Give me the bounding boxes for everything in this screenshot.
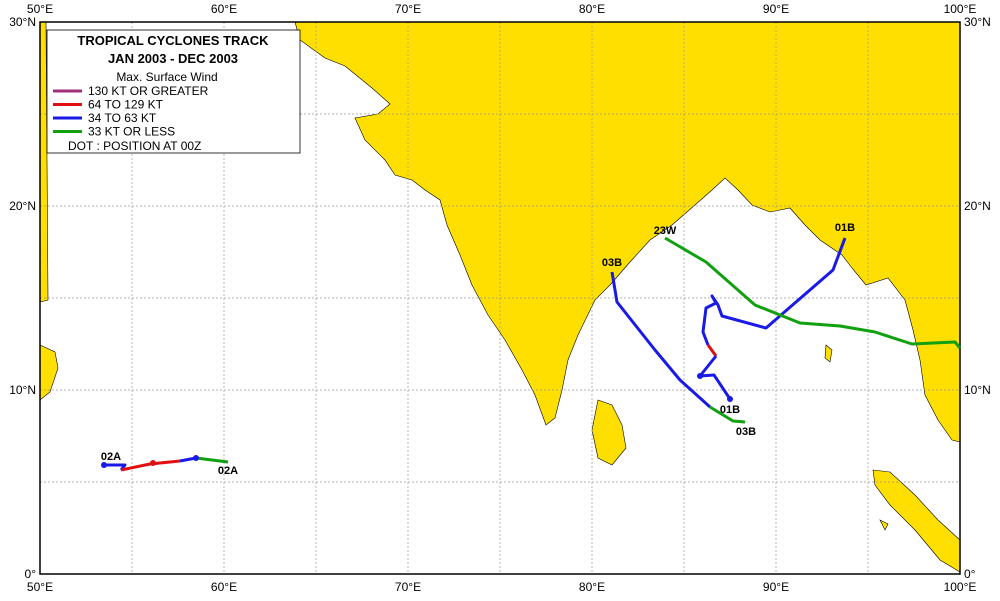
legend-label: 64 TO 129 KT	[88, 98, 164, 112]
lat-label: 0°	[25, 567, 37, 581]
land	[39, 21, 961, 573]
map-frame	[39, 21, 961, 575]
storm-labels: 01B 01B 03B 03B 23W 02A 02A	[101, 222, 855, 477]
track-03b	[709, 405, 746, 424]
lon-label: 100°E	[944, 2, 977, 16]
position-dot	[101, 462, 107, 468]
track-01b	[701, 237, 847, 346]
storm-label: 02A	[218, 465, 238, 477]
storm-label: 01B	[720, 404, 740, 416]
lon-label: 60°E	[211, 2, 237, 16]
legend-note: DOT : POSITION AT 00Z	[68, 139, 201, 153]
lat-label: 20°N	[9, 199, 36, 213]
storm-label: 03B	[602, 257, 622, 269]
lat-label: 30°N	[9, 15, 36, 29]
lon-label: 60°E	[211, 580, 237, 594]
legend-label: 33 KT OR LESS	[88, 125, 175, 139]
legend-title: JAN 2003 - DEC 2003	[108, 51, 238, 66]
track-02a	[195, 456, 229, 464]
track-02a	[120, 459, 181, 472]
storm-label: 03B	[736, 426, 756, 438]
storm-label: 23W	[654, 225, 677, 237]
legend-box	[46, 29, 301, 154]
legend-subtitle: Max. Surface Wind	[116, 70, 217, 84]
legend-label: 130 KT OR GREATER	[88, 84, 209, 98]
lat-label: 0°	[964, 567, 976, 581]
legend-label: 34 TO 63 KT	[88, 111, 157, 125]
storm-label: 02A	[101, 451, 121, 463]
graticule	[40, 22, 960, 574]
lon-label: 50°E	[27, 2, 53, 16]
legend: TROPICAL CYCLONES TRACK JAN 2003 - DEC 2…	[46, 29, 301, 154]
lat-label: 10°N	[9, 383, 36, 397]
legend-title: TROPICAL CYCLONES TRACK	[77, 33, 269, 48]
position-dot	[193, 455, 199, 461]
lon-label: 100°E	[944, 580, 977, 594]
storm-label: 01B	[835, 222, 855, 234]
position-dot	[697, 373, 703, 379]
track-23w	[664, 236, 962, 349]
lon-label: 70°E	[395, 580, 421, 594]
position-dot	[727, 396, 733, 402]
lon-label: 80°E	[579, 2, 605, 16]
lon-label: 80°E	[579, 580, 605, 594]
track-01b	[698, 355, 732, 400]
position-dot	[150, 460, 156, 466]
lon-label: 90°E	[763, 2, 789, 16]
lon-label: 50°E	[27, 580, 53, 594]
track-03b	[610, 271, 712, 409]
cyclone-tracks	[101, 236, 962, 472]
lon-label: 70°E	[395, 2, 421, 16]
lat-label: 30°N	[964, 15, 991, 29]
lat-label: 20°N	[964, 199, 991, 213]
track-01b	[706, 344, 718, 357]
lon-label: 90°E	[763, 580, 789, 594]
lat-label: 10°N	[964, 383, 991, 397]
